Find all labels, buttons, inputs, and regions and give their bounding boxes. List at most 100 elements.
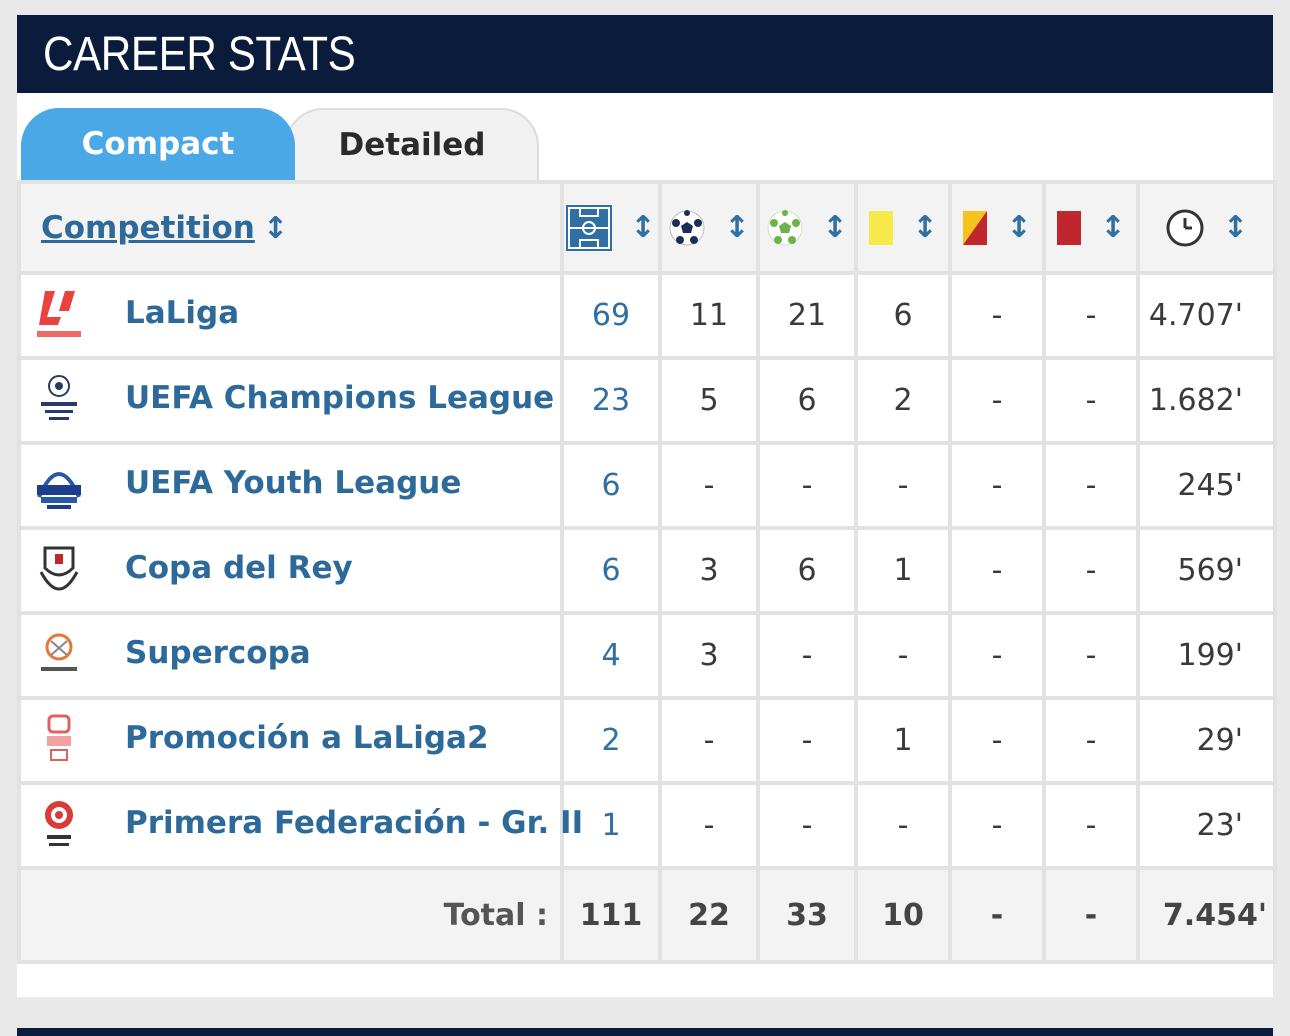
competition-link[interactable]: Supercopa [125, 635, 311, 671]
appearances-header[interactable]: ↕ [560, 180, 662, 275]
yellow-cell: 1 [854, 526, 952, 615]
table-row: Promoción a LaLiga2 2 - - 1 - - 29' [17, 696, 1277, 785]
apps-cell[interactable]: 6 [560, 526, 662, 615]
goals-cell: 11 [658, 271, 760, 360]
second-yellow-cell: - [948, 271, 1046, 360]
sort-icon[interactable]: ↕ [630, 210, 656, 245]
career-stats-header: CAREER STATS [17, 15, 1273, 93]
laliga-logo-icon [37, 291, 81, 337]
total-second-yellow: - [948, 866, 1046, 964]
competition-link[interactable]: Copa del Rey [125, 550, 353, 586]
minutes-cell: 245' [1136, 441, 1277, 530]
red-cell: - [1042, 611, 1140, 700]
copa-logo-icon [39, 546, 79, 591]
minutes-cell: 1.682' [1136, 356, 1277, 445]
goals-cell: - [658, 696, 760, 785]
total-red: - [1042, 866, 1140, 964]
competition-link[interactable]: UEFA Youth League [125, 465, 462, 501]
apps-cell[interactable]: 4 [560, 611, 662, 700]
career-stats-table: Competition ↕ ↕ [17, 180, 1277, 964]
tab-compact[interactable]: Compact [21, 108, 295, 180]
second-yellow-cell: - [948, 611, 1046, 700]
pitch-icon [566, 204, 613, 251]
assists-cell: 21 [756, 271, 858, 360]
competition-link[interactable]: LaLiga [125, 295, 240, 331]
table-row: Copa del Rey 6 3 6 1 - - 569' [17, 526, 1277, 615]
competition-cell: UEFA Youth League [17, 441, 564, 530]
table-row: Primera Federación - Gr. II 1 - - - - - … [17, 781, 1277, 870]
yellow-cell: - [854, 611, 952, 700]
red-cards-header[interactable]: ↕ [1042, 180, 1140, 275]
competition-cell: Copa del Rey [17, 526, 564, 615]
red-cell: - [1042, 356, 1140, 445]
yellow-cards-header[interactable]: ↕ [854, 180, 952, 275]
competition-cell: UEFA Champions League [17, 356, 564, 445]
table-header-row: Competition ↕ ↕ [17, 180, 1277, 275]
assists-cell: - [756, 781, 858, 870]
next-section-bar [17, 1028, 1273, 1036]
yellow-cell: 6 [854, 271, 952, 360]
apps-cell[interactable]: 2 [560, 696, 662, 785]
second-yellow-cell: - [948, 781, 1046, 870]
competition-link[interactable]: Promoción a LaLiga2 [125, 720, 489, 756]
sort-icon[interactable]: ↕ [822, 210, 848, 245]
goals-cell: - [658, 781, 760, 870]
uyl-logo-icon [37, 472, 81, 509]
red-cell: - [1042, 271, 1140, 360]
apps-cell[interactable]: 23 [560, 356, 662, 445]
page-title: CAREER STATS [43, 28, 356, 81]
second-yellow-header[interactable]: ↕ [948, 180, 1046, 275]
total-assists: 33 [756, 866, 858, 964]
ball-icon [669, 209, 705, 245]
total-yellow: 10 [854, 866, 952, 964]
yellow-card-icon [869, 210, 894, 245]
sort-icon[interactable]: ↕ [1222, 210, 1249, 245]
competition-header[interactable]: Competition ↕ [17, 180, 564, 275]
yellow-cell: 1 [854, 696, 952, 785]
goals-cell: - [658, 441, 760, 530]
competition-link[interactable]: UEFA Champions League [125, 380, 555, 416]
total-minutes: 7.454' [1136, 866, 1277, 964]
assists-cell: 6 [756, 356, 858, 445]
apps-cell[interactable]: 69 [560, 271, 662, 360]
total-row: Total : 111 22 33 10 - - 7.454' [17, 866, 1277, 964]
apps-cell[interactable]: 1 [560, 781, 662, 870]
red-cell: - [1042, 696, 1140, 785]
sort-icon[interactable]: ↕ [1100, 210, 1126, 245]
ucl-logo-icon [41, 375, 77, 420]
competition-sort-link[interactable]: Competition [41, 209, 255, 246]
supercopa-logo-icon [41, 633, 77, 671]
apps-cell[interactable]: 6 [560, 441, 662, 530]
sort-icon[interactable]: ↕ [912, 210, 938, 245]
minutes-cell: 569' [1136, 526, 1277, 615]
yellow-cell: 2 [854, 356, 952, 445]
rfef-logo-icon [45, 801, 73, 846]
minutes-cell: 23' [1136, 781, 1277, 870]
competition-link[interactable]: Primera Federación - Gr. II [125, 805, 584, 841]
assists-cell: - [756, 441, 858, 530]
sort-icon[interactable]: ↕ [724, 210, 750, 245]
view-tabs: Detailed Compact [17, 93, 1273, 180]
sort-icon[interactable]: ↕ [262, 210, 288, 246]
table-row: UEFA Champions League 23 5 6 2 - - 1.682… [17, 356, 1277, 445]
tab-detailed[interactable]: Detailed [285, 108, 539, 180]
second-yellow-cell: - [948, 696, 1046, 785]
total-apps: 111 [560, 866, 662, 964]
minutes-header[interactable]: ↕ [1136, 180, 1277, 275]
red-cell: - [1042, 781, 1140, 870]
assists-header[interactable]: ↕ [756, 180, 858, 275]
table-row: LaLiga 69 11 21 6 - - 4.707' [17, 271, 1277, 360]
goals-cell: 3 [658, 526, 760, 615]
yellow-cell: - [854, 781, 952, 870]
table-row: UEFA Youth League 6 - - - - - 245' [17, 441, 1277, 530]
goals-header[interactable]: ↕ [658, 180, 760, 275]
competition-cell: Promoción a LaLiga2 [17, 696, 564, 785]
competition-cell: Supercopa [17, 611, 564, 700]
goals-cell: 3 [658, 611, 760, 700]
sort-icon[interactable]: ↕ [1006, 210, 1032, 245]
competition-cell: LaLiga [17, 271, 564, 360]
goals-cell: 5 [658, 356, 760, 445]
assists-cell: - [756, 696, 858, 785]
assists-cell: - [756, 611, 858, 700]
table-row: Supercopa 4 3 - - - - 199' [17, 611, 1277, 700]
